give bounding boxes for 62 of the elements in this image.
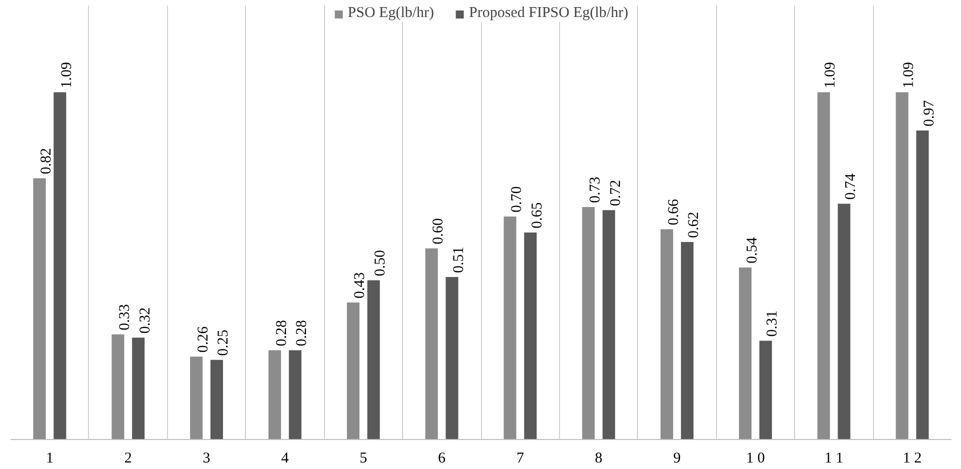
legend-label: PSO Eg(lb/hr) bbox=[348, 5, 434, 22]
bar bbox=[896, 92, 908, 440]
data-label: 1.09 bbox=[901, 62, 918, 88]
x-tick-label: 6 bbox=[438, 450, 446, 466]
bar bbox=[132, 338, 145, 440]
data-label: 0.60 bbox=[430, 218, 447, 244]
x-tick-label: 3 bbox=[202, 450, 210, 466]
legend-label: Proposed FIPSO Eg(lb/hr) bbox=[469, 5, 628, 22]
bar bbox=[425, 248, 438, 440]
data-label: 0.70 bbox=[509, 186, 526, 213]
x-tick-label: 1 0 bbox=[746, 450, 765, 466]
x-tick-label: 7 bbox=[516, 450, 524, 466]
data-label: 1.09 bbox=[822, 62, 839, 88]
bar bbox=[210, 360, 224, 440]
bar bbox=[759, 340, 772, 440]
bar bbox=[54, 92, 66, 440]
data-label: 0.31 bbox=[764, 310, 781, 337]
bar bbox=[582, 206, 595, 440]
bar bbox=[346, 302, 360, 440]
data-label: 0.74 bbox=[843, 173, 860, 200]
bar bbox=[446, 277, 458, 440]
data-label: 0.33 bbox=[116, 304, 133, 330]
data-label: 0.65 bbox=[529, 202, 546, 228]
data-label: 1.09 bbox=[58, 62, 75, 88]
bar bbox=[916, 130, 929, 440]
bar bbox=[33, 178, 46, 440]
data-label: 0.82 bbox=[38, 148, 55, 174]
data-label: 0.25 bbox=[216, 330, 232, 356]
bar bbox=[367, 280, 380, 440]
bar bbox=[660, 229, 674, 440]
bar bbox=[504, 216, 516, 440]
bar bbox=[838, 204, 850, 440]
data-label: 0.72 bbox=[608, 180, 624, 206]
data-label: 0.32 bbox=[137, 307, 154, 334]
data-label: 0.50 bbox=[372, 250, 389, 276]
x-tick-label: 2 bbox=[124, 450, 132, 466]
x-tick-label: 1 1 bbox=[824, 450, 844, 466]
data-label: 0.62 bbox=[686, 212, 702, 238]
data-label: 0.51 bbox=[450, 246, 467, 274]
data-label: 0.26 bbox=[195, 326, 212, 353]
data-label: 0.28 bbox=[294, 320, 310, 346]
bar bbox=[112, 334, 124, 440]
x-tick-label: 1 2 bbox=[902, 450, 922, 466]
data-label: 0.54 bbox=[744, 236, 760, 264]
bar bbox=[680, 242, 694, 440]
data-label: 0.97 bbox=[921, 100, 938, 127]
x-tick-label: 4 bbox=[281, 450, 290, 466]
data-label: 0.43 bbox=[352, 272, 368, 299]
x-tick-label: 5 bbox=[360, 450, 368, 466]
bar bbox=[817, 92, 830, 440]
x-tick-label: 9 bbox=[673, 450, 681, 466]
x-tick-label: 8 bbox=[594, 450, 602, 466]
data-label: 0.28 bbox=[274, 320, 290, 346]
bar bbox=[268, 350, 282, 440]
bar bbox=[524, 232, 537, 440]
bar bbox=[190, 356, 203, 440]
data-label: 0.66 bbox=[666, 198, 682, 226]
bar bbox=[602, 210, 616, 440]
x-tick-label: 1 bbox=[46, 450, 54, 466]
bar bbox=[288, 350, 302, 440]
bar bbox=[738, 267, 752, 440]
data-label: 0.73 bbox=[587, 176, 604, 203]
